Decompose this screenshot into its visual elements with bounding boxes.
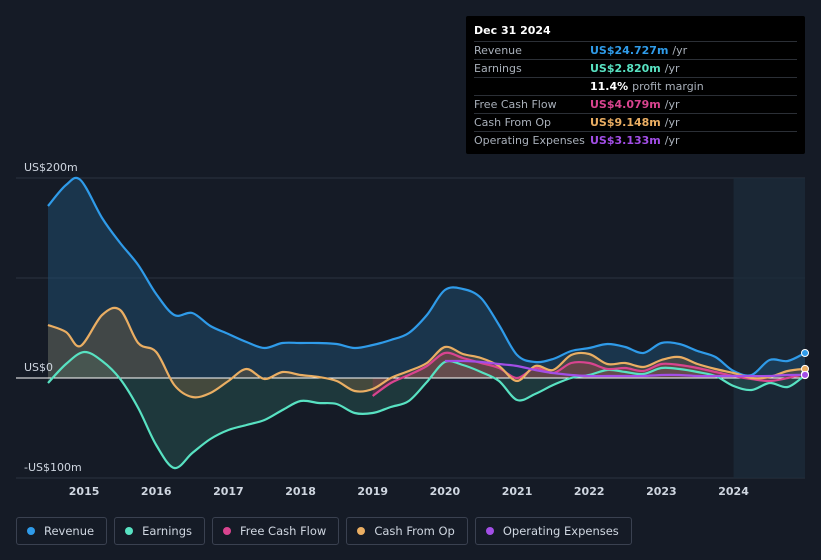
tooltip-row-value: US$24.727m [590,44,669,57]
x-tick-label: 2022 [574,485,605,498]
legend-label: Operating Expenses [502,524,619,538]
legend-label: Revenue [44,524,95,538]
legend-dot-icon [223,527,231,535]
series-fill-revenue [48,177,805,378]
tooltip-row-value: US$9.148m [590,116,661,129]
x-axis-labels: 2015 2016 2017 2018 2019 2020 2021 2022 2023 2024 [69,485,749,498]
series-end-dots [801,349,809,380]
y-tick-label: US$200m [24,161,78,174]
legend-label: Earnings [142,524,192,538]
tooltip-row: Revenue US$24.727m/yr [474,42,797,60]
series-end-dot-operating-expenses [801,370,809,379]
tooltip-row-value: US$3.133m [590,134,661,147]
x-tick-label: 2016 [141,485,172,498]
legend-dot-icon [125,527,134,535]
data-tooltip: Dec 31 2024 Revenue US$24.727m/yr Earnings… [466,16,805,154]
tooltip-row: Earnings US$2.820m/yr [474,60,797,78]
legend-dot-icon [357,527,366,535]
x-tick-label: 2023 [646,485,677,498]
tooltip-row-unit: /yr [664,134,680,147]
tooltip-row: Cash From Op US$9.148m/yr [474,114,797,132]
x-tick-label: 2024 [718,485,749,498]
series-line-operating-expenses [444,359,806,378]
tooltip-row-label: Earnings [474,62,522,75]
x-tick-label: 2015 [69,485,100,498]
legend-item-cash-from-op[interactable]: Cash From Op [346,517,468,545]
y-tick-label: US$0 [24,361,53,374]
tooltip-row-label: Free Cash Flow [474,98,557,111]
tooltip-row-unit: /yr [664,116,680,129]
legend: Revenue Earnings Free Cash Flow Cash From O… [16,517,639,545]
tooltip-row-value: US$4.079m [590,98,661,111]
legend-label: Free Cash Flow [240,524,327,538]
series-line-earnings [47,350,806,470]
x-tick-label: 2020 [430,485,461,498]
x-tick-label: 2017 [213,485,244,498]
tooltip-row-unit: /yr [664,98,680,111]
y-tick-label: -US$100m [24,461,82,474]
series-lines [47,176,806,470]
tooltip-row-unit: profit margin [632,80,704,93]
tooltip-row: Operating Expenses US$3.133m/yr [474,132,797,149]
series-fill-earnings [48,351,805,469]
legend-dot-icon [27,527,35,535]
tooltip-row: Free Cash Flow US$4.079m/yr [474,96,797,114]
y-axis-labels: US$200m US$0 -US$100m [24,161,82,474]
series-end-dot-revenue [801,349,809,357]
x-tick-label: 2021 [502,485,533,498]
legend-item-free-cash-flow[interactable]: Free Cash Flow [212,517,340,545]
legend-item-earnings[interactable]: Earnings [114,517,205,545]
tooltip-row-value: 11.4% [590,80,629,93]
series-line-revenue [47,176,806,377]
series-fills [48,177,805,469]
forecast-highlight-band [733,178,805,478]
legend-label: Cash From Op [374,524,455,538]
tooltip-row-label [474,78,590,95]
tooltip-row-label: Operating Expenses [474,134,585,147]
tooltip-date: Dec 31 2024 [474,24,797,42]
tooltip-row-label: Cash From Op [474,116,552,129]
x-tick-label: 2019 [357,485,388,498]
tooltip-row-unit: /yr [664,62,680,75]
legend-item-revenue[interactable]: Revenue [16,517,108,545]
tooltip-row: 11.4% profit margin [474,78,797,96]
tooltip-row-value: US$2.820m [590,62,661,75]
tooltip-row-unit: /yr [672,44,688,57]
tooltip-row-label: Revenue [474,44,522,57]
legend-item-operating-expenses[interactable]: Operating Expenses [474,517,632,545]
legend-dot-icon [485,527,494,535]
series-line-cash-from-op [47,306,806,399]
x-tick-label: 2018 [285,485,316,498]
